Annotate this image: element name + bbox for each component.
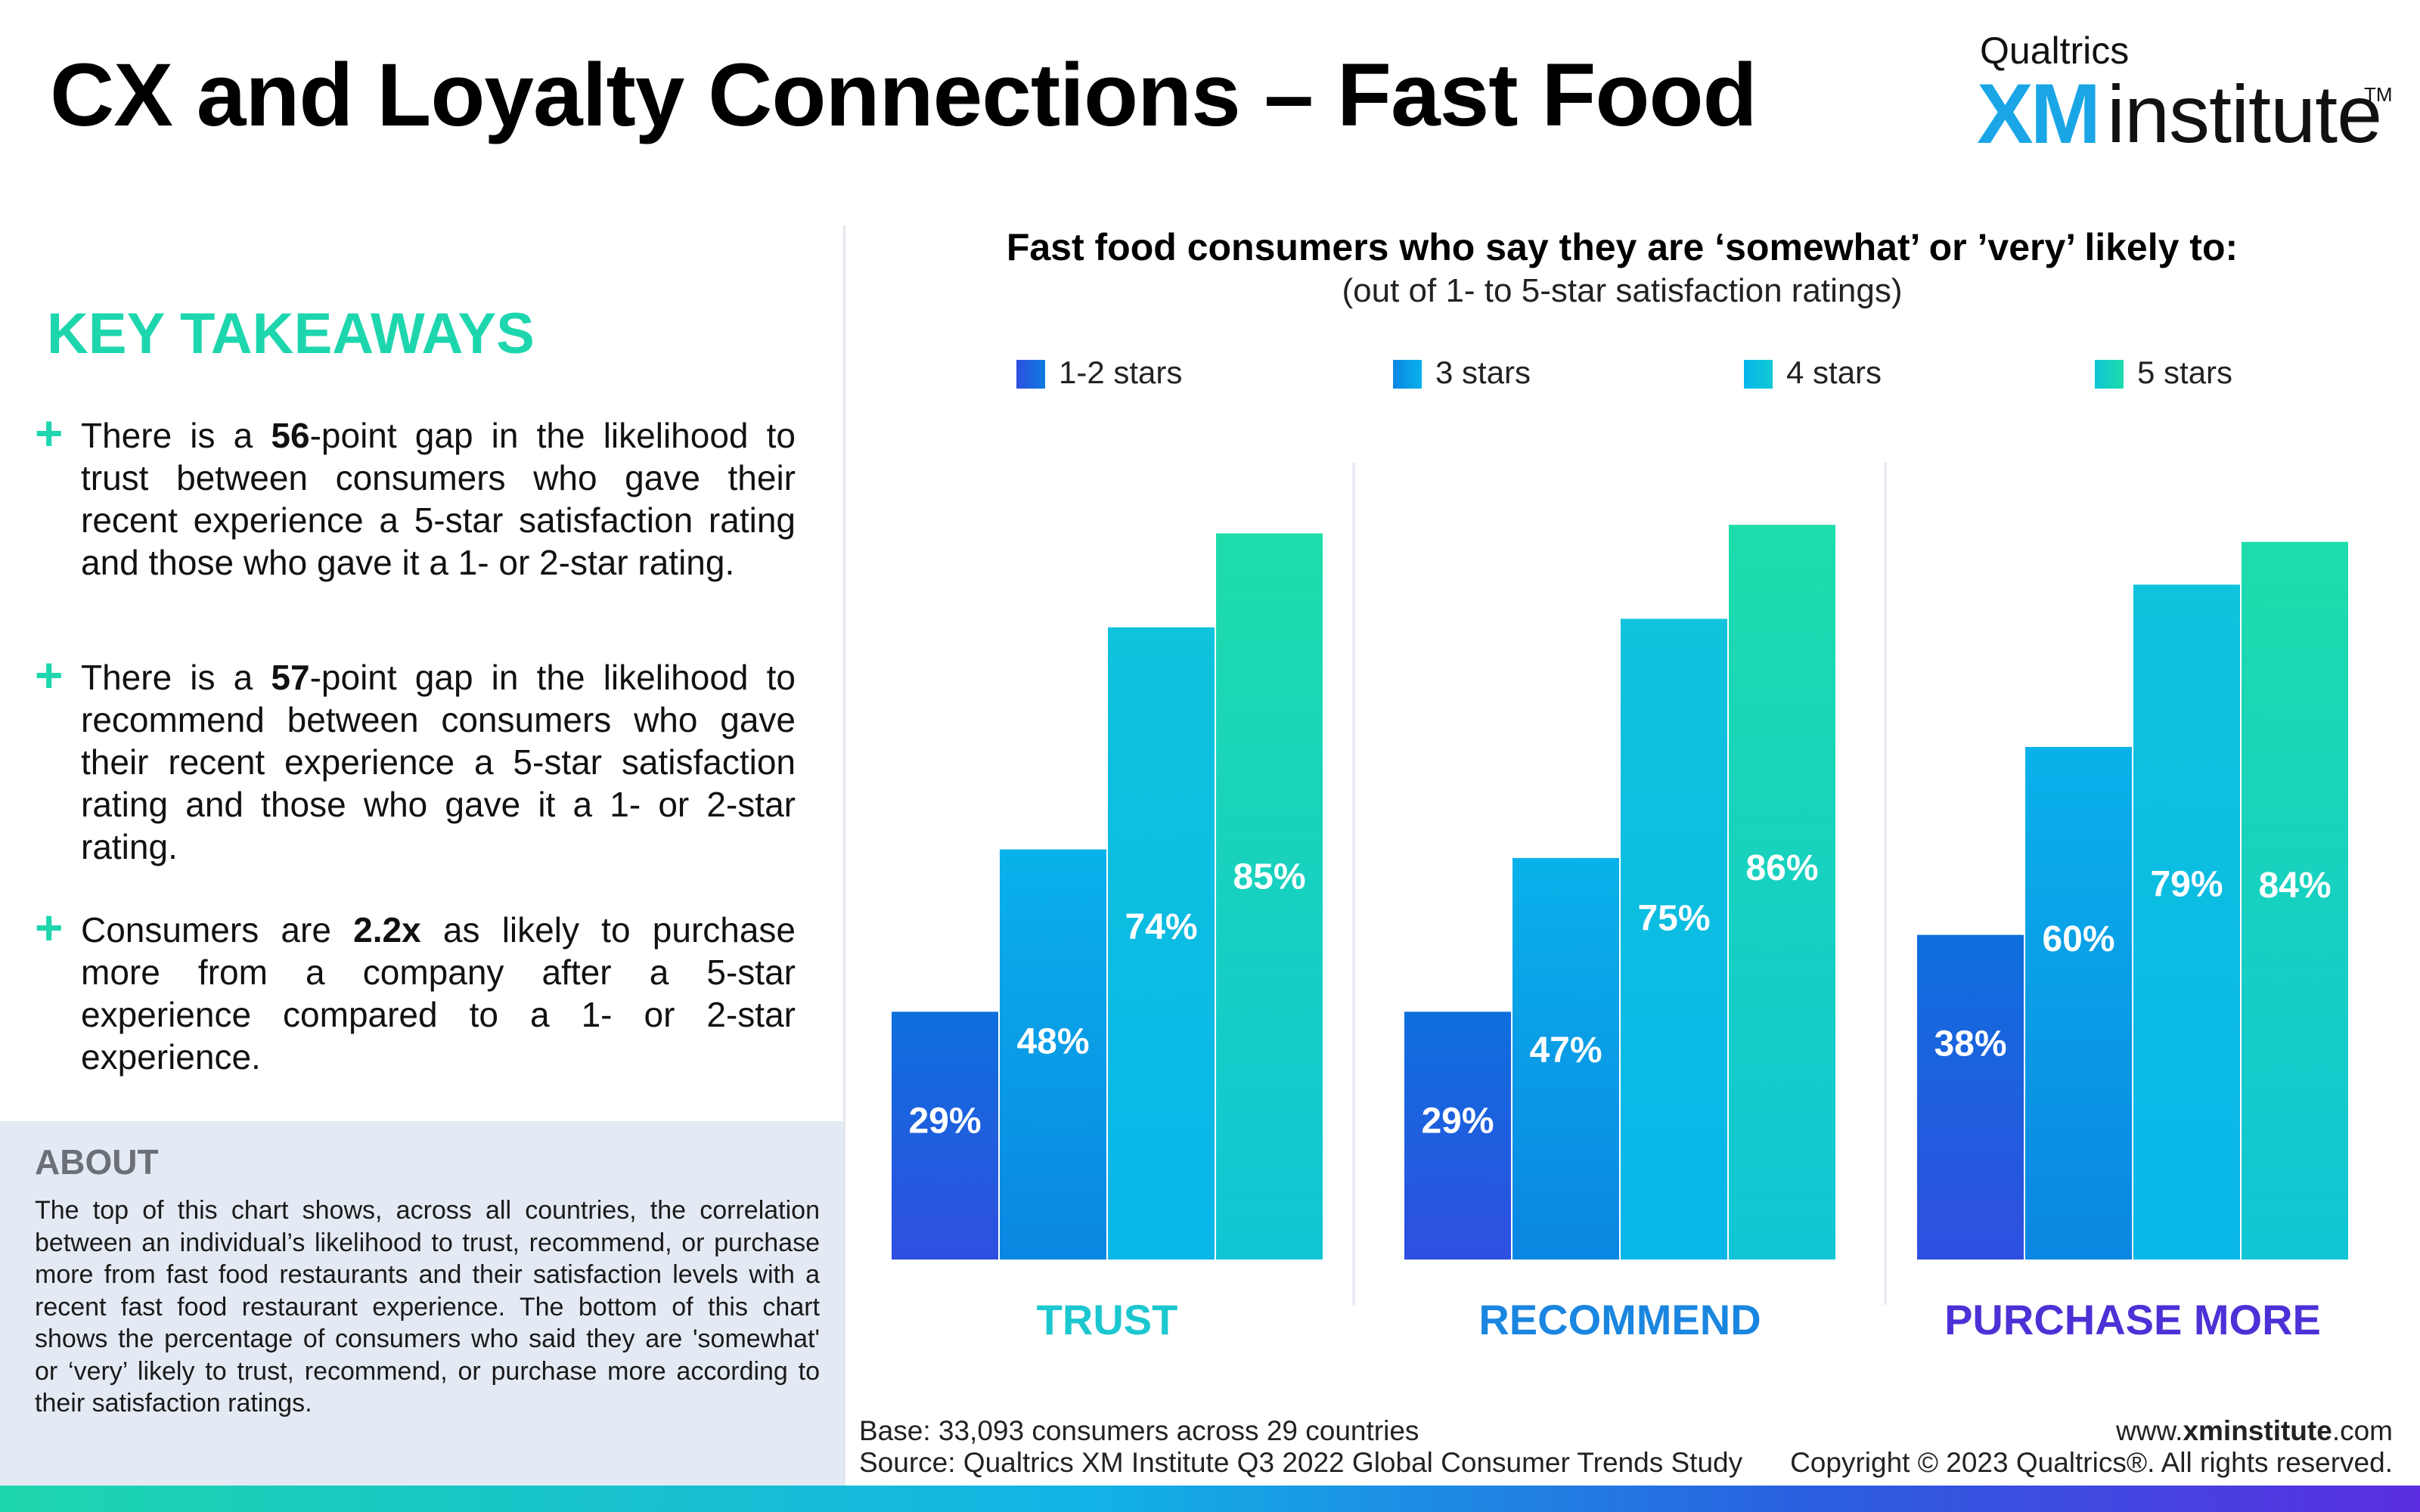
- data-label: 47%: [1529, 1030, 1602, 1070]
- bar-trust-3-stars: [1000, 849, 1106, 1259]
- bar-recommend-1-2-stars: [1404, 1012, 1511, 1259]
- legend-label: 3 stars: [1435, 355, 1531, 390]
- takeaway-text: There is a 57-point gap in the likelihoo…: [81, 658, 796, 866]
- bar-recommend-3-stars: [1512, 857, 1619, 1259]
- logo-qualtrics-text: Qualtrics: [1980, 29, 2130, 72]
- bar-trust-4-stars: [1108, 627, 1215, 1259]
- about-heading: ABOUT: [35, 1142, 159, 1182]
- bar-recommend-5-stars: [1729, 525, 1835, 1259]
- legend-label: 4 stars: [1786, 355, 1882, 390]
- bar-trust-1-2-stars: [892, 1012, 998, 1259]
- chart-subtitle: (out of 1- to 5-star satisfaction rating…: [1342, 272, 1903, 309]
- plus-icon: +: [35, 900, 64, 955]
- footer-url: www.xminstitute.com: [2116, 1415, 2393, 1446]
- bar-trust-5-stars: [1216, 533, 1323, 1259]
- logo-trademark: TM: [2364, 83, 2393, 106]
- data-label: 29%: [908, 1101, 981, 1141]
- legend-swatch: [1744, 360, 1773, 389]
- bottom-gradient-bar: [0, 1486, 2420, 1512]
- about-text: The top of this chart shows, across all …: [35, 1196, 820, 1418]
- footer-source: Source: Qualtrics XM Institute Q3 2022 G…: [859, 1447, 1743, 1478]
- takeaway-item: + There is a 56-point gap in the likelih…: [32, 406, 796, 584]
- page-title: CX and Loyalty Connections – Fast Food: [50, 45, 1758, 145]
- data-label: 60%: [2042, 919, 2114, 959]
- data-label: 86%: [1745, 848, 1818, 888]
- footer-source-block: Base: 33,093 consumers across 29 countri…: [859, 1415, 1742, 1479]
- footer-copyright: Copyright © 2023 Qualtrics®. All rights …: [1790, 1447, 2393, 1478]
- takeaway-text: There is a 56-point gap in the likelihoo…: [81, 416, 796, 582]
- plus-icon: +: [35, 406, 64, 460]
- takeaway-item: + There is a 57-point gap in the likelih…: [32, 648, 796, 868]
- category-label: PURCHASE MORE: [1944, 1296, 2321, 1343]
- bar-purchase-more-4-stars: [2133, 584, 2240, 1259]
- legend-label: 5 stars: [2137, 355, 2233, 390]
- plus-icon: +: [35, 648, 64, 702]
- key-takeaways-heading: KEY TAKEAWAYS: [47, 302, 535, 366]
- data-label: 38%: [1934, 1024, 2006, 1064]
- chart-title: Fast food consumers who say they are ‘so…: [1006, 226, 2238, 268]
- takeaway-item: + Consumers are 2.2x as likely to purcha…: [32, 900, 796, 1078]
- takeaway-text: Consumers are 2.2x as likely to purchase…: [81, 910, 796, 1077]
- legend-swatch: [2095, 360, 2124, 389]
- footer-base: Base: 33,093 consumers across 29 countri…: [859, 1415, 1419, 1446]
- bar-purchase-more-5-stars: [2242, 541, 2348, 1259]
- data-label: 48%: [1016, 1022, 1089, 1062]
- data-label: 75%: [1637, 899, 1710, 939]
- data-label: 85%: [1233, 857, 1305, 897]
- bar-recommend-4-stars: [1621, 618, 1727, 1259]
- panel-divider: [843, 225, 845, 1486]
- data-label: 79%: [2150, 864, 2223, 904]
- category-label: RECOMMEND: [1478, 1296, 1761, 1343]
- data-label: 74%: [1125, 907, 1197, 947]
- qualtrics-xm-institute-logo: Qualtrics XM institute TM: [1977, 29, 2393, 161]
- about-panel: [0, 1121, 843, 1486]
- bar-purchase-more-1-2-stars: [1917, 934, 2024, 1259]
- data-label: 84%: [2258, 866, 2331, 906]
- data-label: 29%: [1421, 1101, 1494, 1141]
- legend-label: 1-2 stars: [1059, 355, 1183, 390]
- footer-copyright-block: www.xminstitute.com Copyright © 2023 Qua…: [1790, 1415, 2393, 1479]
- bar-purchase-more-3-stars: [2025, 747, 2132, 1259]
- logo-institute-text: institute: [2107, 68, 2382, 160]
- legend-swatch: [1016, 360, 1045, 389]
- logo-xm-text: XM: [1977, 67, 2101, 161]
- category-label: TRUST: [1037, 1296, 1178, 1343]
- legend-swatch: [1393, 360, 1422, 389]
